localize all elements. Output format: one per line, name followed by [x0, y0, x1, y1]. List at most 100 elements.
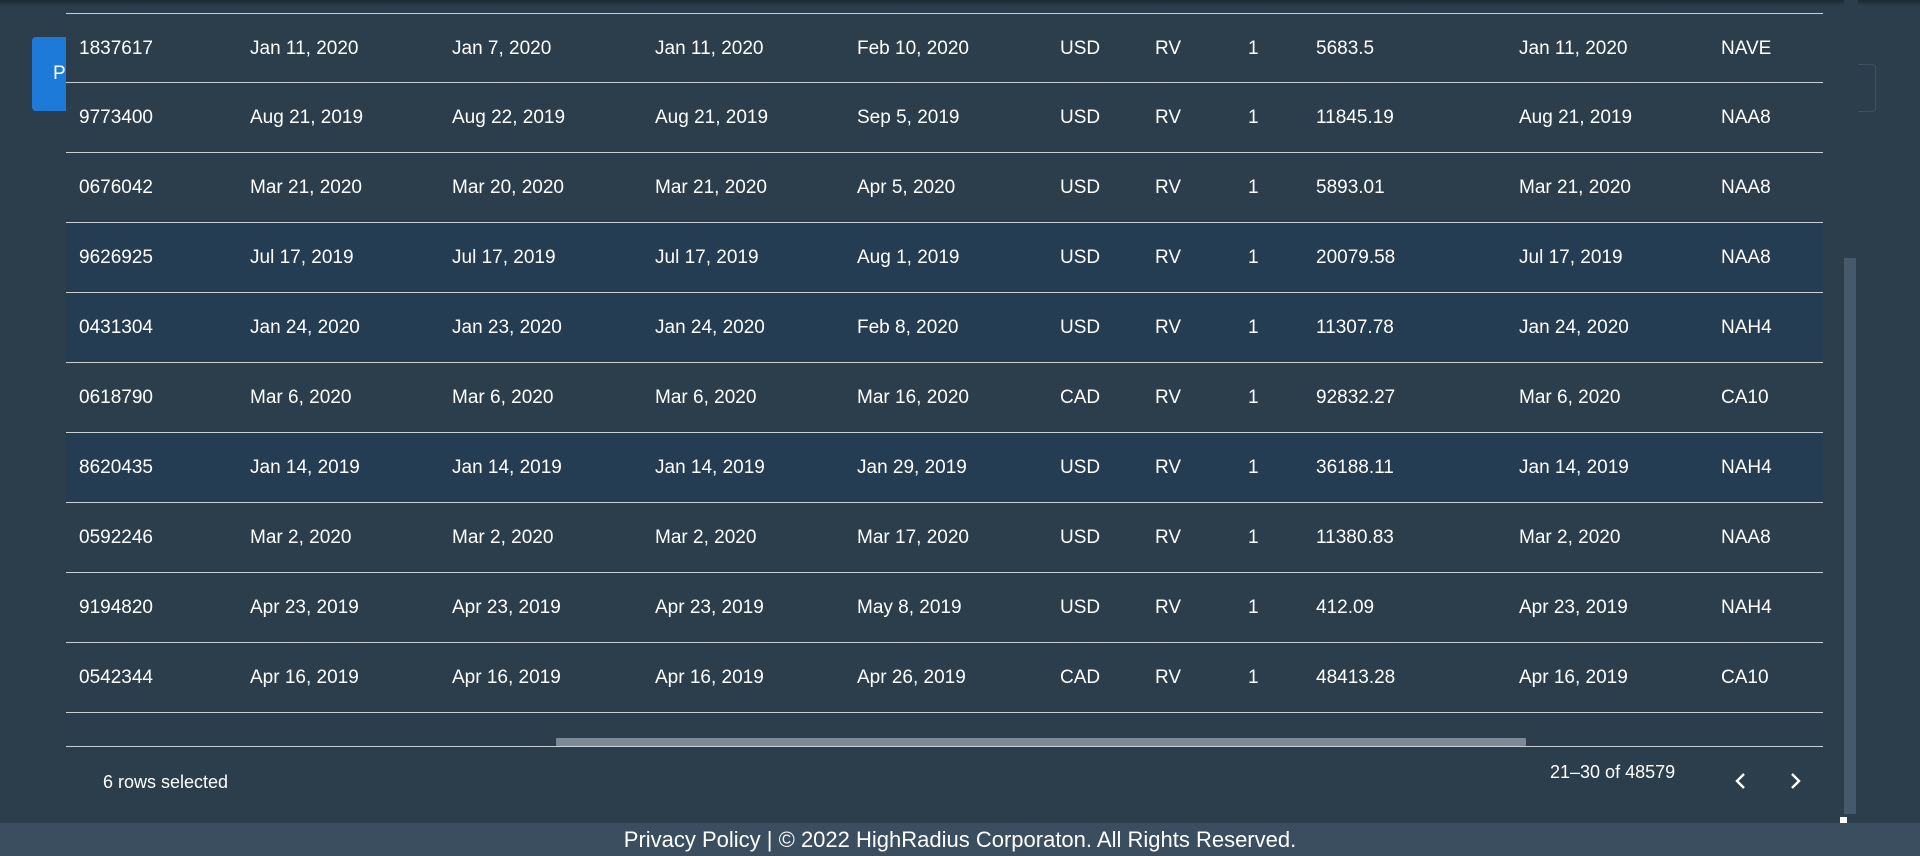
cell-due-date: Mar 17, 2020: [857, 527, 969, 548]
cell-baseline-create-date: Apr 16, 2019: [1519, 667, 1628, 688]
cell-due-date: Feb 10, 2020: [857, 38, 969, 59]
top-shadow: [0, 0, 1920, 6]
table-row[interactable]: 0592246 Mar 2, 2020 Mar 2, 2020 Mar 2, 2020…: [66, 503, 1823, 573]
cell-due-date: Apr 26, 2019: [857, 667, 966, 688]
cell-baseline-create-date: Mar 2, 2020: [1519, 527, 1621, 548]
cell-currency: USD: [1060, 107, 1101, 128]
table-row[interactable]: 0431304 Jan 24, 2020 Jan 23, 2020 Jan 24, 2…: [66, 293, 1823, 363]
doc-id-text: 9626925: [79, 247, 153, 268]
table-row[interactable]: 9626925 Jul 17, 2019 Jul 17, 2019 Jul 17, 2…: [66, 223, 1823, 293]
cell-payment-terms: NAA8: [1721, 177, 1771, 198]
cell-total-open-amount: 5893.01: [1316, 177, 1385, 198]
cell-total-open-amount: 36188.11: [1316, 457, 1394, 478]
cell-total-open-amount: 11307.78: [1316, 317, 1394, 338]
chevron-right-icon: [1791, 773, 1801, 789]
cell-total-open-amount: 5683.5: [1316, 38, 1375, 59]
cell-posting-id: 1: [1248, 177, 1259, 198]
cell-total-open-amount: 11380.83: [1316, 527, 1394, 548]
table-row[interactable]: 9194820 Apr 23, 2019 Apr 23, 2019 Apr 23, 2…: [66, 573, 1823, 643]
cell-doc-id: 9194820: [79, 573, 229, 642]
cell-document-create-date: Jan 7, 2020: [452, 38, 552, 59]
cell-doc-id: 0592246: [79, 503, 229, 572]
doc-id-text: 9773400: [79, 107, 153, 128]
cell-document-type: RV: [1155, 597, 1182, 618]
cell-posting-date: Mar 6, 2020: [250, 387, 352, 408]
cell-document-create-date: Mar 20, 2020: [452, 177, 564, 198]
cell-doc-id: 9773400: [79, 83, 229, 152]
horizontal-scrollbar-thumb[interactable]: [556, 738, 1526, 746]
cell-payment-terms: CA10: [1721, 387, 1769, 408]
resize-handle[interactable]: [1840, 817, 1847, 824]
table-row[interactable]: 8620435 Jan 14, 2019 Jan 14, 2019 Jan 14, 2…: [66, 433, 1823, 503]
horizontal-scrollbar[interactable]: [66, 736, 1823, 746]
cell-document-create-date-1: Jan 14, 2019: [655, 457, 765, 478]
doc-id-text: 0618790: [79, 387, 153, 408]
previous-page-button[interactable]: [1726, 766, 1756, 796]
cell-document-create-date: Mar 6, 2020: [452, 387, 554, 408]
cell-document-create-date-1: Mar 2, 2020: [655, 527, 757, 548]
cell-document-create-date: Mar 2, 2020: [452, 527, 554, 548]
cell-posting-id: 1: [1248, 317, 1259, 338]
cell-document-create-date-1: Jan 11, 2020: [655, 38, 764, 59]
cell-payment-terms: NAVE: [1721, 38, 1772, 59]
data-grid: 1837617 Jan 11, 2020 Jan 7, 2020 Jan 11, 20…: [66, 0, 1844, 818]
cell-payment-terms: NAA8: [1721, 527, 1771, 548]
cell-due-date: Feb 8, 2020: [857, 317, 959, 338]
cell-payment-terms: NAH4: [1721, 317, 1772, 338]
cell-document-create-date-1: Apr 16, 2019: [655, 667, 764, 688]
cell-currency: USD: [1060, 457, 1101, 478]
cell-document-create-date-1: Jan 24, 2020: [655, 317, 765, 338]
cell-posting-id: 1: [1248, 107, 1259, 128]
cell-currency: USD: [1060, 38, 1101, 59]
cell-currency: CAD: [1060, 667, 1101, 688]
cell-document-type: RV: [1155, 107, 1182, 128]
cell-document-create-date: Jul 17, 2019: [452, 247, 556, 268]
table-row[interactable]: 0676042 Mar 21, 2020 Mar 20, 2020 Mar 21, 2…: [66, 153, 1823, 223]
cell-posting-date: Apr 16, 2019: [250, 667, 359, 688]
vertical-scrollbar-thumb[interactable]: [1844, 258, 1856, 814]
cell-total-open-amount: 92832.27: [1316, 387, 1396, 408]
doc-id-text: 9194820: [79, 597, 153, 618]
table-row[interactable]: 9773400 Aug 21, 2019 Aug 22, 2019 Aug 21, 2…: [66, 83, 1823, 153]
cell-payment-terms: CA10: [1721, 667, 1769, 688]
cell-posting-date: Mar 21, 2020: [250, 177, 362, 198]
cell-payment-terms: NAH4: [1721, 457, 1772, 478]
cell-document-create-date-1: Aug 21, 2019: [655, 107, 769, 128]
doc-id-text: 0431304: [79, 317, 153, 338]
cell-total-open-amount: 11845.19: [1316, 107, 1394, 128]
cell-posting-date: Jul 17, 2019: [250, 247, 354, 268]
cell-document-create-date: Jan 14, 2019: [452, 457, 562, 478]
doc-id-text: 0592246: [79, 527, 153, 548]
page-footer: Privacy Policy | © 2022 HighRadius Corpo…: [0, 823, 1920, 856]
table-row[interactable]: 0618790 Mar 6, 2020 Mar 6, 2020 Mar 6, 2020…: [66, 363, 1823, 433]
cell-document-type: RV: [1155, 527, 1182, 548]
cell-due-date: Aug 1, 2019: [857, 247, 960, 268]
cell-posting-id: 1: [1248, 667, 1259, 688]
cell-document-create-date: Aug 22, 2019: [452, 107, 566, 128]
cell-total-open-amount: 48413.28: [1316, 667, 1396, 688]
next-page-button[interactable]: [1780, 766, 1810, 796]
cell-baseline-create-date: Aug 21, 2019: [1519, 107, 1633, 128]
cell-due-date: Jan 29, 2019: [857, 457, 967, 478]
cell-due-date: May 8, 2019: [857, 597, 962, 618]
cell-document-create-date-1: Jul 17, 2019: [655, 247, 759, 268]
cell-posting-date: Aug 21, 2019: [250, 107, 364, 128]
cell-document-create-date-1: Mar 21, 2020: [655, 177, 767, 198]
cell-baseline-create-date: Jan 24, 2020: [1519, 317, 1629, 338]
doc-id-text: 8620435: [79, 457, 153, 478]
cell-baseline-create-date: Jul 17, 2019: [1519, 247, 1623, 268]
cell-doc-id: 0676042: [79, 153, 229, 222]
cell-document-create-date: Jan 23, 2020: [452, 317, 562, 338]
cell-total-open-amount: 20079.58: [1316, 247, 1396, 268]
table-row[interactable]: 1837617 Jan 11, 2020 Jan 7, 2020 Jan 11, 20…: [66, 13, 1823, 83]
cell-document-type: RV: [1155, 38, 1182, 59]
cell-posting-date: Jan 14, 2019: [250, 457, 360, 478]
table-row[interactable]: 0542344 Apr 16, 2019 Apr 16, 2019 Apr 16, 2…: [66, 643, 1823, 713]
cell-posting-id: 1: [1248, 38, 1259, 59]
cell-document-type: RV: [1155, 457, 1182, 478]
cell-posting-date: Mar 2, 2020: [250, 527, 352, 548]
cell-posting-id: 1: [1248, 597, 1259, 618]
cell-document-type: RV: [1155, 317, 1182, 338]
cell-baseline-create-date: Mar 21, 2020: [1519, 177, 1631, 198]
